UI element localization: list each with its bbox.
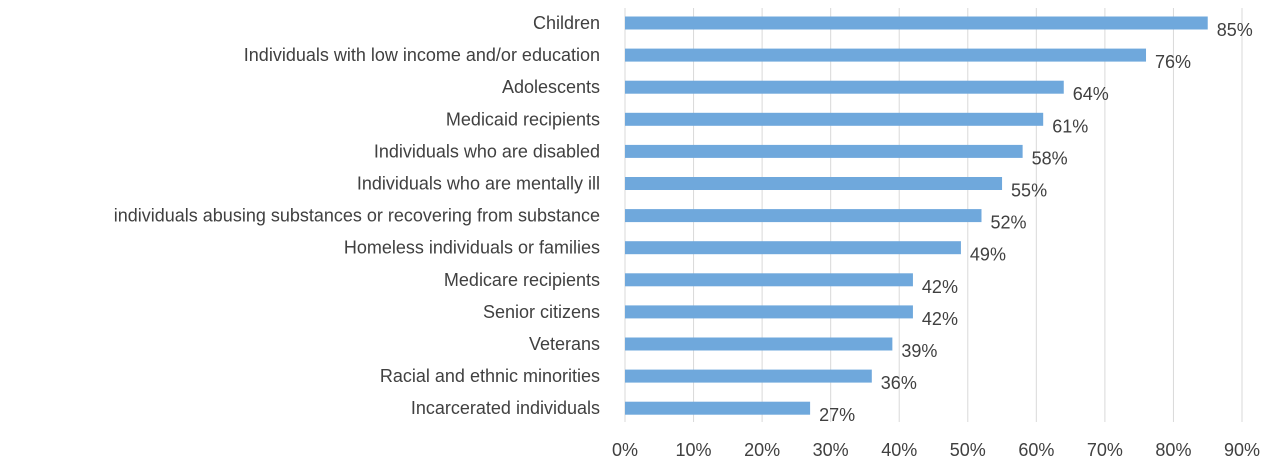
category-label: Individuals who are disabled xyxy=(374,141,600,161)
bar xyxy=(625,177,1003,190)
x-axis-ticks: 0% 10% 20% 30% 40% 50% 60% 70% 80% 90% xyxy=(612,440,1260,460)
category-label: Homeless individuals or families xyxy=(344,238,600,258)
value-label: 39% xyxy=(901,341,937,361)
value-label: 61% xyxy=(1052,116,1088,136)
value-label: 58% xyxy=(1032,148,1068,168)
value-label: 55% xyxy=(1011,181,1047,201)
category-label: Senior citizens xyxy=(483,302,600,322)
bar xyxy=(625,112,1044,126)
bar xyxy=(625,337,893,351)
x-tick-label: 30% xyxy=(813,440,849,460)
category-label: Racial and ethnic minorities xyxy=(380,366,600,386)
bar xyxy=(625,241,961,255)
value-label: 42% xyxy=(922,309,958,329)
category-labels: Children Individuals with low income and/… xyxy=(114,13,600,418)
bar xyxy=(625,273,913,287)
x-tick-label: 50% xyxy=(950,440,986,460)
bar xyxy=(625,48,1147,62)
x-tick-label: 70% xyxy=(1087,440,1123,460)
category-label: Medicare recipients xyxy=(444,270,600,290)
x-tick-label: 10% xyxy=(676,440,712,460)
x-tick-label: 20% xyxy=(744,440,780,460)
bar xyxy=(625,401,811,415)
bar xyxy=(625,209,982,223)
x-tick-label: 60% xyxy=(1018,440,1054,460)
value-label: 27% xyxy=(819,405,855,425)
category-label: Veterans xyxy=(529,334,600,354)
category-label: individuals abusing substances or recove… xyxy=(114,206,600,226)
bar xyxy=(625,80,1064,94)
value-label: 64% xyxy=(1073,84,1109,104)
value-label: 49% xyxy=(970,245,1006,265)
bars xyxy=(625,16,1208,415)
category-label: Adolescents xyxy=(502,77,600,97)
category-label: Individuals with low income and/or educa… xyxy=(244,45,600,65)
value-label: 42% xyxy=(922,277,958,297)
value-label: 36% xyxy=(881,373,917,393)
x-tick-label: 80% xyxy=(1155,440,1191,460)
bar xyxy=(625,144,1023,158)
category-label: Children xyxy=(533,13,600,33)
x-tick-label: 90% xyxy=(1224,440,1260,460)
category-label: Individuals who are mentally ill xyxy=(357,174,600,194)
x-tick-label: 0% xyxy=(612,440,638,460)
bar xyxy=(625,369,872,383)
bar xyxy=(625,305,913,319)
value-label: 52% xyxy=(990,213,1026,233)
bar xyxy=(625,16,1208,30)
value-label: 85% xyxy=(1217,20,1253,40)
category-label: Incarcerated individuals xyxy=(411,398,600,418)
value-labels: 85% 76% 64% 61% 58% 55% 52% 49% 42% 42% 39% 36% 27% xyxy=(819,20,1253,425)
category-label: Medicaid recipients xyxy=(446,109,600,129)
value-label: 76% xyxy=(1155,52,1191,72)
x-tick-label: 40% xyxy=(881,440,917,460)
